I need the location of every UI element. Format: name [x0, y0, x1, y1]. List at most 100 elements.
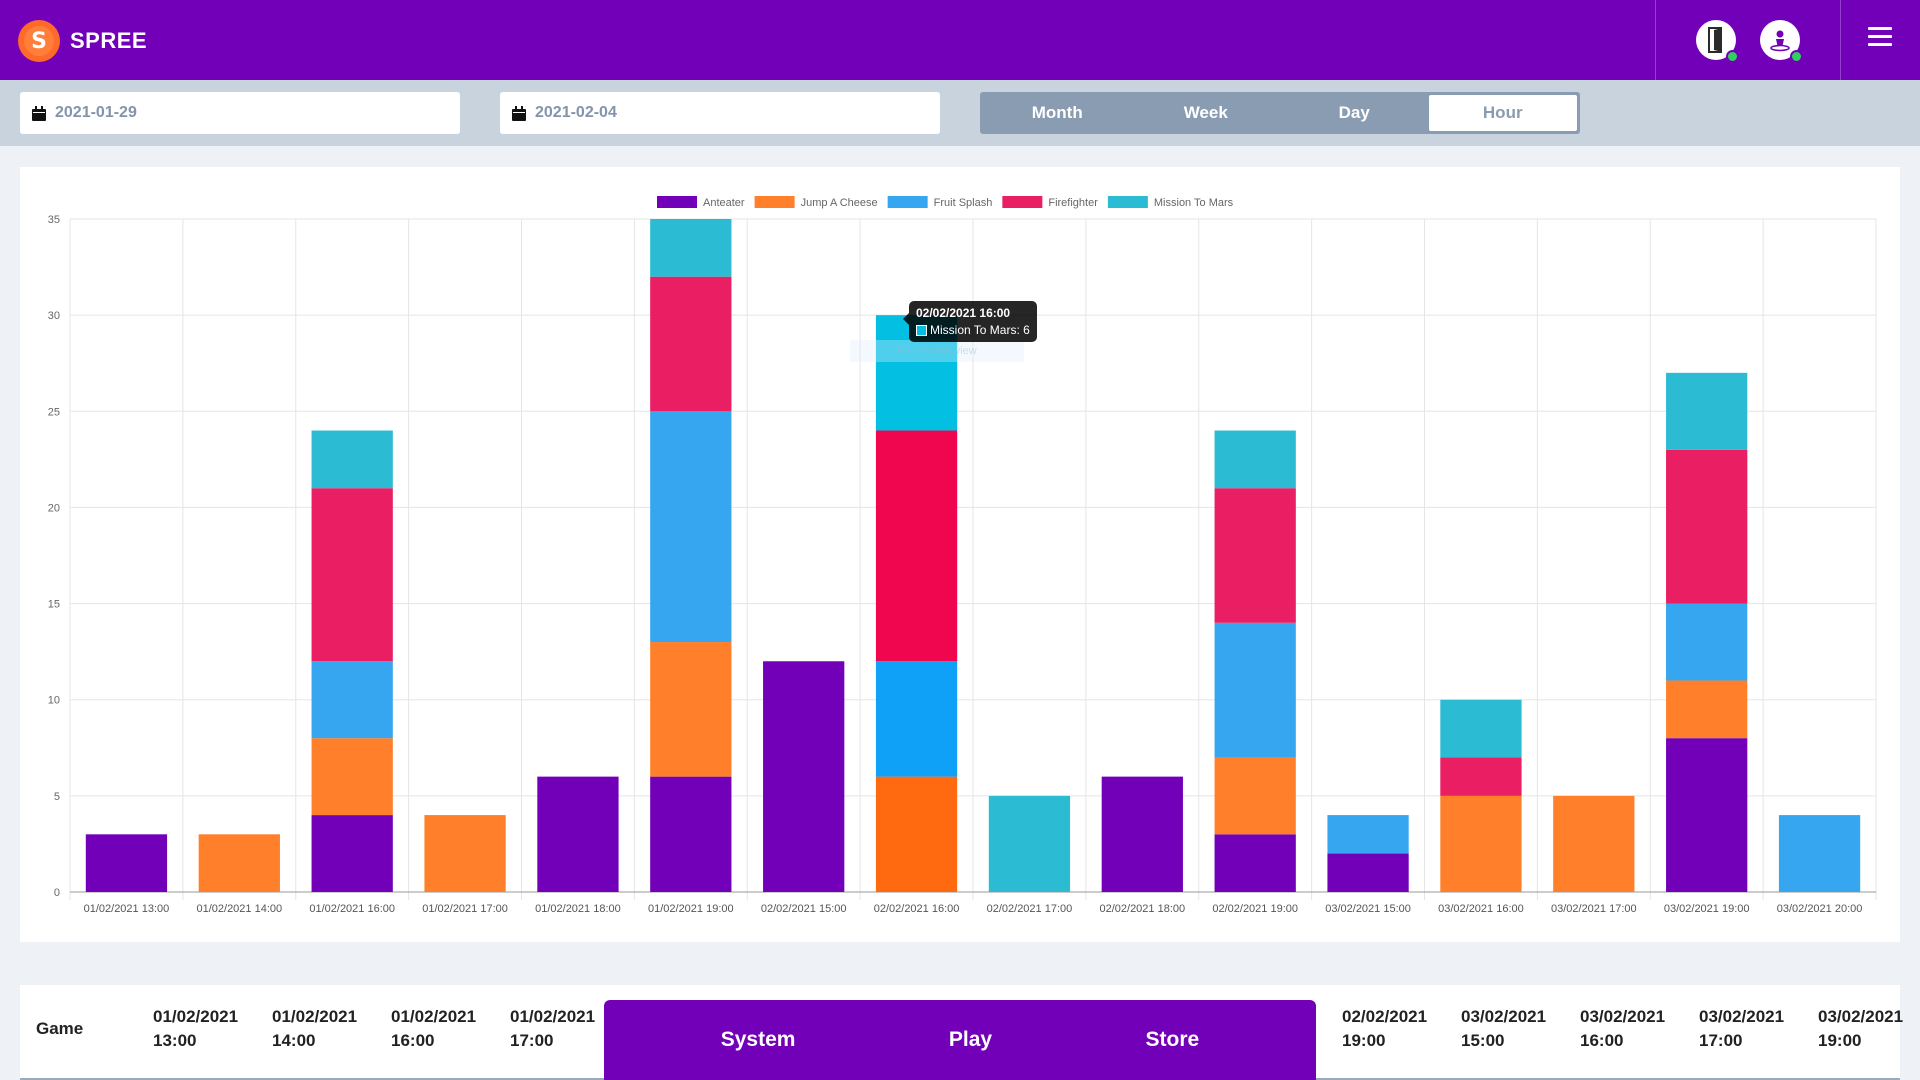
- column-header[interactable]: 01/02/2021 17:00: [510, 1007, 596, 1050]
- menu-icon[interactable]: [1868, 27, 1892, 47]
- game-column-header[interactable]: Game: [36, 1019, 84, 1038]
- legend-label: Mission To Mars: [1154, 197, 1234, 209]
- x-tick-label: 03/02/2021 17:00: [1551, 903, 1637, 915]
- filter-bar: 2021-01-29 2021-02-04 Month Week Day Hou…: [0, 80, 1920, 146]
- column-header[interactable]: 02/02/2021 19:00: [1342, 1007, 1428, 1050]
- chart-tooltip: 02/02/2021 16:00 Mission To Mars: 6: [903, 301, 1037, 342]
- column-header[interactable]: 03/02/2021 15:00: [1461, 1007, 1547, 1050]
- mobile-status-icon[interactable]: [1696, 20, 1739, 63]
- x-tick-label: 02/02/2021 18:00: [1099, 903, 1185, 915]
- nav-system-button[interactable]: System: [720, 1028, 796, 1051]
- start-date-field[interactable]: 2021-01-29: [20, 92, 460, 134]
- period-day-button[interactable]: Day: [1338, 103, 1370, 122]
- column-header[interactable]: 01/02/2021 13:00: [153, 1007, 239, 1050]
- user-status-icon[interactable]: [1760, 20, 1803, 63]
- bar-segment: [1214, 834, 1296, 892]
- x-tick-label: 01/02/2021 18:00: [535, 903, 621, 915]
- bar-segment: [1214, 430, 1296, 489]
- stacked-bar-chart: 0 5 10 15 20 25 30 35 01/02/2021 13:00 01/02/2021…: [48, 196, 1877, 915]
- y-tick-label: 15: [48, 599, 60, 611]
- bar-segment: [650, 642, 732, 777]
- column-header[interactable]: 03/02/2021 16:00: [1580, 1007, 1666, 1050]
- legend-label: Fruit Splash: [934, 197, 993, 209]
- bar-segment: [1214, 622, 1296, 758]
- x-tick-label: 02/02/2021 19:00: [1212, 903, 1298, 915]
- y-tick-label: 5: [54, 791, 60, 803]
- bar-segment: [1101, 776, 1183, 892]
- bar-segment: [1440, 795, 1522, 892]
- x-tick-label: 01/02/2021 16:00: [309, 903, 395, 915]
- bar-segment: [988, 795, 1071, 892]
- x-tick-label: 03/02/2021 20:00: [1777, 903, 1863, 915]
- bar-segment: [311, 488, 393, 662]
- period-week-button[interactable]: Week: [1183, 103, 1228, 122]
- legend-swatch: [1107, 196, 1148, 208]
- bar-segment: [763, 661, 845, 892]
- x-tick-label: 02/02/2021 17:00: [987, 903, 1073, 915]
- end-date-field[interactable]: 2021-02-04: [500, 92, 940, 134]
- tooltip-title: 02/02/2021 16:00: [916, 306, 1011, 320]
- bar-segment: [311, 661, 393, 739]
- bar-segment: [1440, 699, 1522, 758]
- bar-segment: [1440, 757, 1522, 796]
- x-tick-label: 01/02/2021 13:00: [84, 903, 170, 915]
- bar-segment: [875, 430, 958, 662]
- y-tick-label: 35: [48, 214, 60, 226]
- x-tick-label: 02/02/2021 15:00: [761, 903, 847, 915]
- bar-segment: [1327, 815, 1409, 854]
- chart-card: 0 5 10 15 20 25 30 35 01/02/2021 13:00 01/02/2021…: [20, 167, 1900, 942]
- fullscreen-hint: Full-screen view: [850, 340, 1024, 362]
- bar-segment: [537, 776, 619, 892]
- column-header[interactable]: 03/02/2021 19:00: [1818, 1007, 1904, 1050]
- logo-text: SPREE: [70, 28, 148, 53]
- bar-segment: [650, 776, 732, 892]
- tooltip-swatch: [916, 324, 927, 336]
- bar-segment: [1553, 795, 1635, 892]
- bar-segment: [311, 738, 393, 816]
- tooltip-label: Mission To Mars: 6: [930, 323, 1030, 337]
- calendar-icon: [32, 105, 46, 121]
- start-date-value: 2021-01-29: [55, 104, 137, 121]
- bar-segment: [1666, 738, 1748, 892]
- y-tick-label: 20: [48, 502, 60, 514]
- legend-swatch: [754, 196, 795, 208]
- x-tick-label: 01/02/2021 14:00: [196, 903, 282, 915]
- bar-segment: [198, 834, 280, 892]
- column-header[interactable]: 01/02/2021 14:00: [272, 1007, 358, 1050]
- logo-mark: S: [18, 20, 60, 62]
- status-dot: [1726, 50, 1739, 63]
- bar-segment: [311, 815, 393, 892]
- x-tick-label: 01/02/2021 19:00: [648, 903, 734, 915]
- bar-segment: [311, 430, 393, 489]
- end-date-value: 2021-02-04: [535, 104, 617, 121]
- period-month-button[interactable]: Month: [1031, 103, 1083, 122]
- spree-logo[interactable]: S SPREE: [18, 20, 147, 62]
- bar-segment: [85, 834, 168, 892]
- column-header[interactable]: 01/02/2021 16:00: [391, 1007, 477, 1050]
- bar-segment: [875, 661, 958, 777]
- bottom-nav: System Play Store: [604, 1000, 1316, 1080]
- topbar-divider: [1655, 0, 1656, 80]
- period-selector: Month Week Day Hour: [980, 92, 1580, 134]
- bar-segment: [1778, 815, 1861, 892]
- period-hour-button[interactable]: Hour: [1428, 95, 1577, 131]
- legend-swatch: [887, 196, 928, 208]
- nav-store-button[interactable]: Store: [1145, 1028, 1200, 1051]
- bar-segment: [1327, 853, 1409, 892]
- bar-segment: [875, 776, 958, 892]
- legend-label: Firefighter: [1048, 197, 1098, 209]
- bar-segment: [1666, 449, 1748, 604]
- bar-segment: [650, 411, 732, 643]
- bar-segment: [650, 276, 732, 412]
- nav-play-button[interactable]: Play: [948, 1028, 993, 1051]
- bar-segment: [1666, 372, 1748, 450]
- y-tick-label: 10: [48, 695, 60, 707]
- x-tick-label: 03/02/2021 19:00: [1664, 903, 1750, 915]
- column-header[interactable]: 03/02/2021 17:00: [1699, 1007, 1785, 1050]
- legend-swatch: [657, 196, 697, 208]
- y-tick-label: 25: [48, 406, 60, 418]
- x-tick-label: 03/02/2021 15:00: [1325, 903, 1411, 915]
- bar-segment: [1666, 603, 1748, 681]
- x-tick-label: 01/02/2021 17:00: [422, 903, 508, 915]
- legend-label: Jump A Cheese: [801, 197, 878, 209]
